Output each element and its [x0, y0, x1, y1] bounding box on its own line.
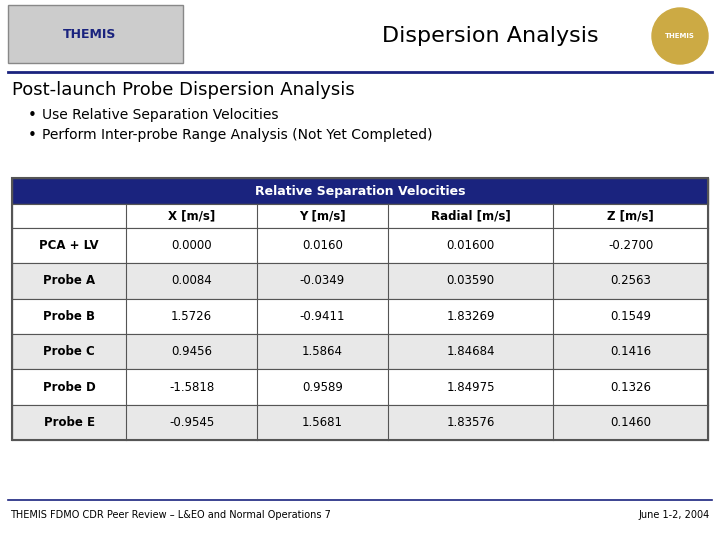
- Bar: [12, 334, 708, 369]
- Text: 0.9589: 0.9589: [302, 381, 343, 394]
- Text: 0.2563: 0.2563: [611, 274, 651, 287]
- Text: 1.83576: 1.83576: [446, 416, 495, 429]
- Text: •: •: [28, 107, 37, 123]
- Text: Z [m/s]: Z [m/s]: [608, 210, 654, 222]
- Text: THEMIS: THEMIS: [665, 33, 695, 39]
- Bar: [12, 404, 708, 440]
- Text: 0.01600: 0.01600: [446, 239, 495, 252]
- Text: PCA + LV: PCA + LV: [39, 239, 99, 252]
- Text: Dispersion Analysis: Dispersion Analysis: [382, 26, 598, 46]
- Bar: [12, 178, 708, 204]
- Bar: [12, 264, 708, 299]
- Text: 0.9456: 0.9456: [171, 345, 212, 358]
- Bar: [12, 228, 708, 264]
- Text: 1.5864: 1.5864: [302, 345, 343, 358]
- Text: Radial [m/s]: Radial [m/s]: [431, 210, 510, 222]
- Text: 0.1460: 0.1460: [611, 416, 652, 429]
- Text: Probe D: Probe D: [42, 381, 95, 394]
- Text: Use Relative Separation Velocities: Use Relative Separation Velocities: [42, 108, 279, 122]
- Text: 0.0160: 0.0160: [302, 239, 343, 252]
- Bar: [12, 369, 708, 404]
- Text: X [m/s]: X [m/s]: [168, 210, 215, 222]
- Text: •: •: [28, 127, 37, 143]
- Bar: [12, 299, 708, 334]
- Text: 1.5681: 1.5681: [302, 416, 343, 429]
- Text: 0.1326: 0.1326: [611, 381, 652, 394]
- Text: -0.9411: -0.9411: [300, 310, 345, 323]
- Text: 0.03590: 0.03590: [446, 274, 495, 287]
- Text: 1.83269: 1.83269: [446, 310, 495, 323]
- Text: Post-launch Probe Dispersion Analysis: Post-launch Probe Dispersion Analysis: [12, 81, 355, 99]
- Bar: [8, 5, 183, 63]
- Text: -0.9545: -0.9545: [169, 416, 214, 429]
- Text: Relative Separation Velocities: Relative Separation Velocities: [255, 185, 465, 198]
- Text: -1.5818: -1.5818: [169, 381, 214, 394]
- Text: June 1-2, 2004: June 1-2, 2004: [639, 510, 710, 520]
- Text: Y [m/s]: Y [m/s]: [300, 210, 346, 222]
- Text: Perform Inter-probe Range Analysis (Not Yet Completed): Perform Inter-probe Range Analysis (Not …: [42, 128, 433, 142]
- Text: 0.0000: 0.0000: [171, 239, 212, 252]
- Text: 0.1416: 0.1416: [610, 345, 652, 358]
- Text: Probe C: Probe C: [43, 345, 95, 358]
- Text: 1.5726: 1.5726: [171, 310, 212, 323]
- Text: -0.2700: -0.2700: [608, 239, 653, 252]
- Text: 0.0084: 0.0084: [171, 274, 212, 287]
- Circle shape: [652, 8, 708, 64]
- Text: 0.1549: 0.1549: [611, 310, 652, 323]
- Text: Probe E: Probe E: [43, 416, 94, 429]
- Text: THEMIS FDMO CDR Peer Review – L&EO and Normal Operations 7: THEMIS FDMO CDR Peer Review – L&EO and N…: [10, 510, 331, 520]
- Text: THEMIS: THEMIS: [63, 28, 117, 40]
- Bar: [12, 204, 708, 228]
- Text: 1.84975: 1.84975: [446, 381, 495, 394]
- Text: 1.84684: 1.84684: [446, 345, 495, 358]
- Text: Probe B: Probe B: [43, 310, 95, 323]
- Bar: [0, 0, 720, 72]
- Bar: [12, 178, 708, 440]
- Text: -0.0349: -0.0349: [300, 274, 345, 287]
- Text: Probe A: Probe A: [43, 274, 95, 287]
